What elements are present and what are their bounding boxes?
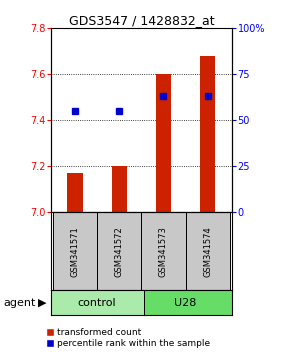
Bar <box>67 173 83 212</box>
FancyBboxPatch shape <box>186 212 230 290</box>
FancyBboxPatch shape <box>144 290 232 315</box>
Text: GSM341573: GSM341573 <box>159 226 168 277</box>
Bar <box>156 74 171 212</box>
Bar <box>200 56 215 212</box>
Text: control: control <box>78 298 117 308</box>
Text: agent: agent <box>3 298 35 308</box>
Text: U28: U28 <box>174 298 197 308</box>
FancyBboxPatch shape <box>51 290 144 315</box>
Text: GSM341574: GSM341574 <box>203 226 212 277</box>
FancyBboxPatch shape <box>97 212 142 290</box>
Text: GSM341571: GSM341571 <box>70 226 79 277</box>
FancyBboxPatch shape <box>142 212 186 290</box>
Title: GDS3547 / 1428832_at: GDS3547 / 1428832_at <box>68 14 214 27</box>
Legend: transformed count, percentile rank within the sample: transformed count, percentile rank withi… <box>45 327 211 349</box>
FancyBboxPatch shape <box>53 212 97 290</box>
Text: GSM341572: GSM341572 <box>115 226 124 277</box>
Text: ▶: ▶ <box>38 298 46 308</box>
Bar <box>112 166 127 212</box>
